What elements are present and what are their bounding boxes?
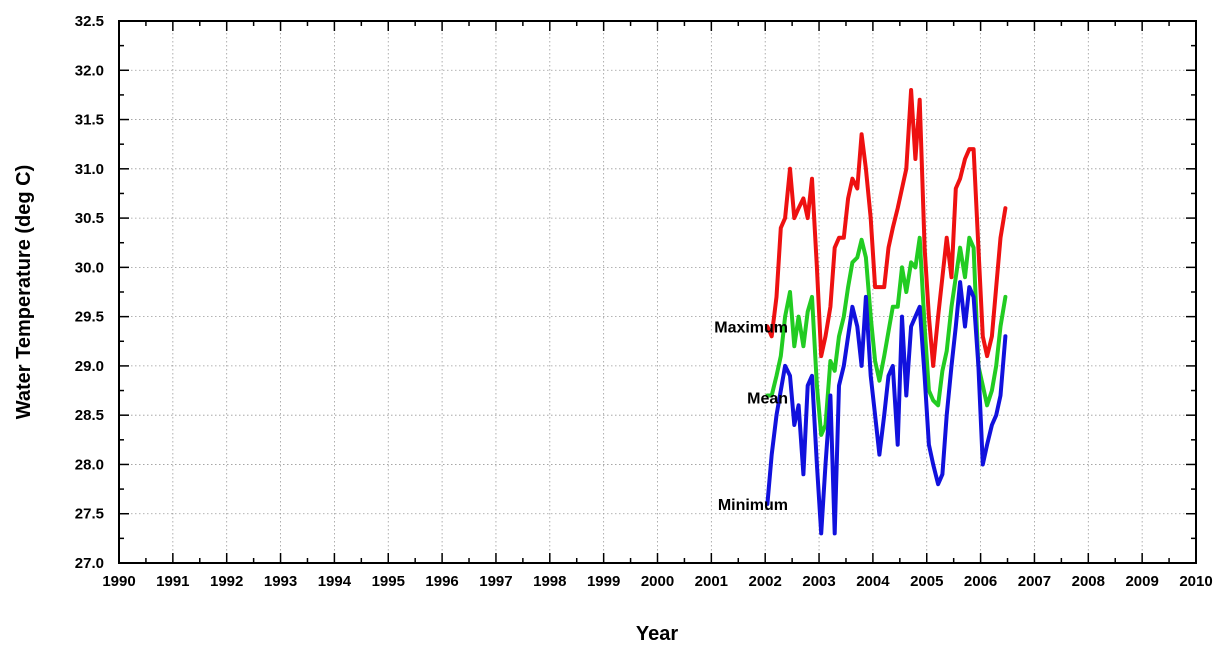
x-tick-label: 1993 <box>264 573 297 590</box>
y-tick-label: 32.5 <box>75 13 104 30</box>
series-label-minimum: Minimum <box>718 497 788 514</box>
y-tick-label: 28.5 <box>75 407 104 424</box>
x-tick-label: 2010 <box>1179 573 1212 590</box>
y-tick-label: 32.0 <box>75 62 104 79</box>
x-tick-label: 2000 <box>641 573 674 590</box>
x-tick-label: 2008 <box>1072 573 1105 590</box>
series-labels: Maximum Mean Minimum <box>714 319 788 513</box>
x-tick-label: 2004 <box>856 573 890 590</box>
y-axis-title: Water Temperature (deg C) <box>13 165 35 419</box>
y-tick-label: 28.0 <box>75 456 104 473</box>
axis-ticks <box>118 20 1197 564</box>
series-lines <box>765 88 1008 536</box>
x-tick-label: 1997 <box>479 573 512 590</box>
x-tick-label: 1998 <box>533 573 566 590</box>
y-tick-label: 29.0 <box>75 358 104 375</box>
y-tick-label: 29.5 <box>75 309 104 326</box>
x-tick-labels: 1990 1991 1992 1993 1994 1995 1996 1997 1998 1999… <box>102 573 1212 590</box>
x-tick-label: 1992 <box>210 573 243 590</box>
x-tick-label: 1996 <box>425 573 458 590</box>
y-tick-label: 30.0 <box>75 259 104 276</box>
series-line-mean <box>765 235 1008 437</box>
x-tick-label: 1990 <box>102 573 135 590</box>
x-tick-label: 2003 <box>802 573 835 590</box>
x-tick-label: 1999 <box>587 573 620 590</box>
x-tick-label: 1994 <box>318 573 352 590</box>
y-tick-labels: 27.0 27.5 28.0 28.5 29.0 29.5 30.0 30.5 31.0 31.5… <box>75 13 104 572</box>
x-tick-label: 2007 <box>1018 573 1051 590</box>
x-axis-title: Year <box>636 623 678 645</box>
y-tick-label: 31.5 <box>75 112 104 129</box>
series-label-maximum: Maximum <box>714 319 788 336</box>
x-tick-label: 2009 <box>1125 573 1158 590</box>
series-line-maximum <box>765 88 1008 368</box>
grid <box>119 21 1196 563</box>
x-tick-label: 1991 <box>156 573 189 590</box>
x-tick-label: 1995 <box>372 573 405 590</box>
x-tick-label: 2006 <box>964 573 997 590</box>
y-tick-label: 31.0 <box>75 161 104 178</box>
y-tick-label: 30.5 <box>75 210 104 227</box>
x-tick-label: 2002 <box>749 573 782 590</box>
y-tick-label: 27.5 <box>75 506 104 523</box>
y-tick-label: 27.0 <box>75 555 104 572</box>
x-tick-label: 2005 <box>910 573 943 590</box>
x-tick-label: 2001 <box>695 573 728 590</box>
series-line-minimum <box>765 280 1008 536</box>
series-label-mean: Mean <box>747 390 788 407</box>
